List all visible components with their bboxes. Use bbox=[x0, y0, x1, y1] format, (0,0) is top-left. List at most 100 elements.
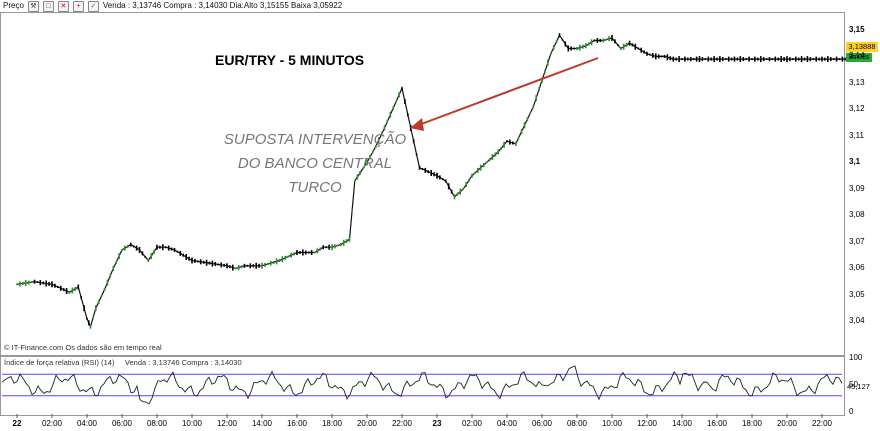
candle bbox=[334, 244, 336, 249]
candle bbox=[818, 57, 820, 61]
price-toolbar: Preço ⚒ □ ✕ + ✓ Venda : 3,13746 Compra :… bbox=[0, 0, 845, 12]
candle bbox=[304, 250, 307, 255]
y-tick-label: 3,07 bbox=[849, 236, 865, 246]
x-tick-label: 02:00 bbox=[41, 419, 63, 428]
candle bbox=[27, 280, 30, 285]
candle bbox=[433, 172, 435, 177]
close-icon[interactable]: ✕ bbox=[57, 0, 69, 12]
candle bbox=[692, 58, 695, 61]
candle bbox=[124, 245, 126, 251]
candle bbox=[153, 249, 155, 254]
candle bbox=[558, 33, 561, 38]
candle bbox=[762, 57, 765, 62]
candle bbox=[727, 56, 730, 62]
add-icon[interactable]: + bbox=[72, 0, 84, 12]
candle bbox=[748, 56, 750, 62]
candle bbox=[479, 164, 482, 171]
candle bbox=[707, 56, 710, 62]
candle bbox=[684, 56, 686, 62]
candle bbox=[585, 43, 587, 49]
candle bbox=[649, 53, 651, 56]
candle bbox=[404, 99, 406, 104]
copy-icon[interactable]: □ bbox=[42, 0, 54, 12]
candle bbox=[745, 58, 747, 61]
candle bbox=[541, 77, 543, 83]
candle bbox=[106, 279, 109, 286]
candle bbox=[374, 145, 377, 148]
candle bbox=[751, 58, 753, 61]
candle bbox=[605, 38, 607, 41]
x-tick-label: 08:00 bbox=[146, 419, 168, 428]
candle bbox=[730, 57, 733, 61]
candle bbox=[739, 56, 742, 63]
candle bbox=[345, 239, 348, 244]
candle bbox=[24, 280, 27, 286]
candle bbox=[179, 250, 182, 256]
candle bbox=[173, 247, 176, 252]
candle bbox=[742, 57, 745, 62]
candle bbox=[532, 105, 535, 109]
candle bbox=[485, 161, 488, 164]
candle bbox=[442, 178, 444, 181]
candle bbox=[462, 187, 464, 190]
candle bbox=[774, 56, 777, 62]
candle bbox=[430, 170, 432, 176]
candle bbox=[663, 54, 666, 58]
candle bbox=[602, 38, 605, 43]
candle bbox=[809, 57, 812, 62]
candle bbox=[112, 265, 115, 271]
candle bbox=[77, 284, 80, 290]
candle bbox=[395, 100, 397, 103]
candle bbox=[372, 150, 374, 153]
annotation-line-2: DO BANCO CENTRAL bbox=[237, 155, 393, 172]
candle bbox=[223, 263, 225, 267]
candle bbox=[827, 56, 829, 63]
checkbox-icon[interactable]: ✓ bbox=[87, 0, 99, 12]
candle bbox=[229, 265, 231, 269]
candle bbox=[162, 244, 164, 251]
candle bbox=[573, 47, 575, 50]
rsi-tick-label: 100 bbox=[849, 353, 863, 362]
rsi-pane[interactable] bbox=[0, 356, 845, 416]
x-tick-label: 06:00 bbox=[531, 419, 553, 428]
candle bbox=[698, 56, 701, 63]
candle bbox=[19, 281, 21, 287]
candle bbox=[220, 262, 222, 268]
candle bbox=[176, 250, 179, 253]
candle bbox=[369, 155, 371, 160]
candle bbox=[459, 188, 462, 195]
candle bbox=[757, 57, 759, 61]
x-tick-label: 22:00 bbox=[811, 419, 833, 428]
x-tick-label: 23 bbox=[432, 419, 442, 428]
price-series-line bbox=[16, 33, 857, 329]
candle bbox=[593, 39, 596, 42]
candle bbox=[103, 288, 106, 292]
candle bbox=[704, 58, 707, 61]
candle bbox=[844, 57, 847, 61]
candle bbox=[620, 47, 622, 50]
candle bbox=[121, 248, 123, 251]
candle bbox=[806, 56, 809, 63]
candle bbox=[302, 249, 304, 256]
candle bbox=[821, 56, 823, 62]
candle bbox=[477, 167, 479, 173]
candle bbox=[631, 43, 634, 47]
rsi-series-line bbox=[1, 365, 843, 405]
candle bbox=[412, 139, 415, 144]
price-pane[interactable] bbox=[0, 12, 845, 356]
candle bbox=[135, 245, 138, 251]
x-tick-label: 20:00 bbox=[776, 419, 798, 428]
candle bbox=[625, 42, 628, 47]
candle bbox=[576, 47, 578, 50]
candle bbox=[491, 154, 494, 161]
candle bbox=[444, 179, 447, 183]
annotation-arrow bbox=[415, 57, 599, 127]
y-tick-label: 3,05 bbox=[849, 289, 865, 299]
candle bbox=[188, 256, 190, 261]
wrench-icon[interactable]: ⚒ bbox=[27, 0, 39, 12]
candle bbox=[579, 44, 581, 51]
candle bbox=[199, 259, 202, 265]
candle bbox=[523, 122, 526, 129]
candle bbox=[599, 39, 602, 42]
